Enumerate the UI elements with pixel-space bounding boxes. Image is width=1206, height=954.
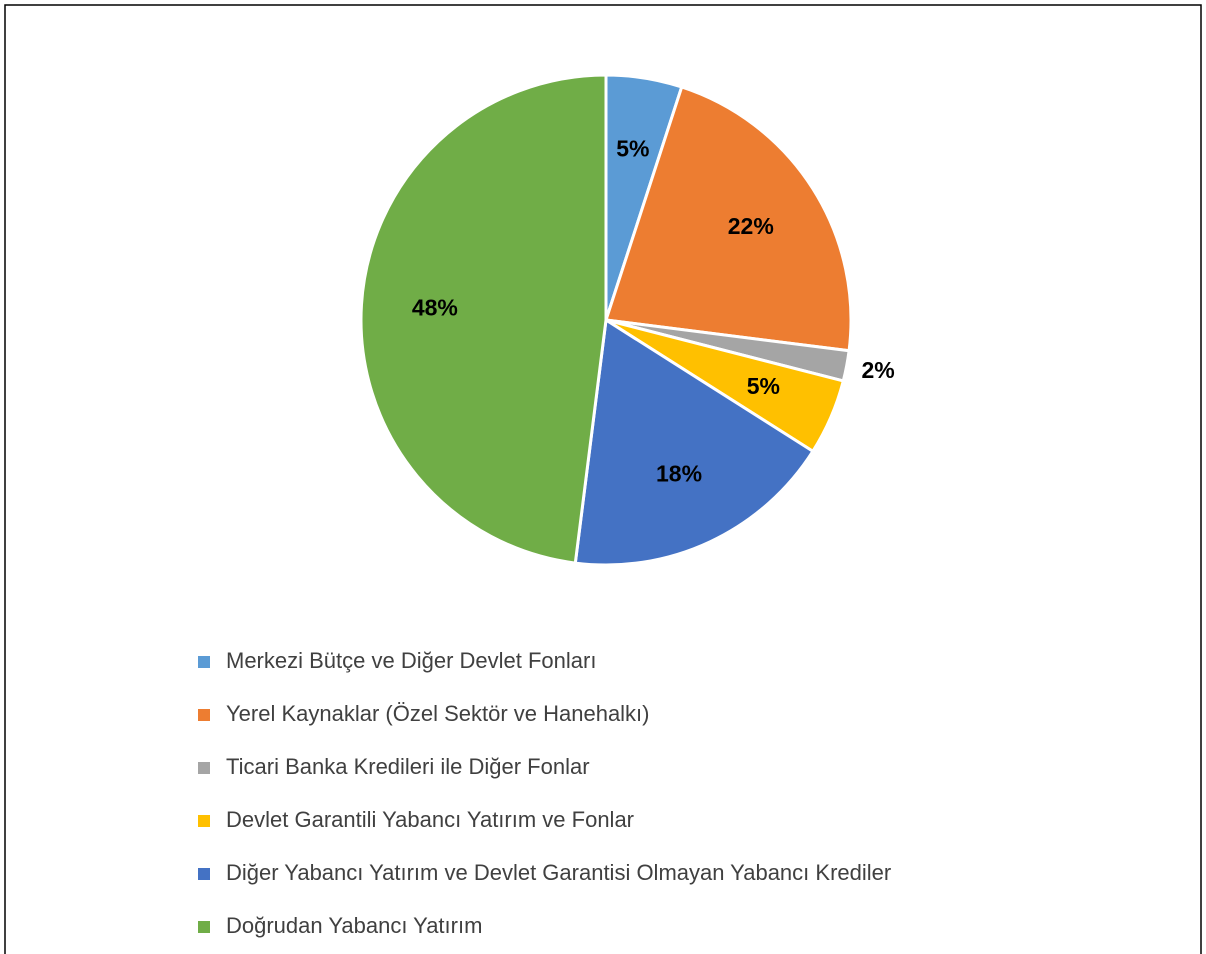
legend-swatch	[198, 921, 210, 933]
data-label: 48%	[412, 294, 458, 320]
data-label: 5%	[747, 373, 780, 399]
legend-label: Merkezi Bütçe ve Diğer Devlet Fonları	[226, 648, 596, 673]
legend-label: Diğer Yabancı Yatırım ve Devlet Garantis…	[226, 860, 891, 885]
legend-swatch	[198, 868, 210, 880]
legend-label: Doğrudan Yabancı Yatırım	[226, 913, 482, 938]
legend-swatch	[198, 762, 210, 774]
data-label: 2%	[861, 357, 894, 383]
legend-swatch	[198, 815, 210, 827]
pie-slice	[604, 85, 853, 353]
pie-slice	[359, 73, 608, 565]
legend-swatch	[198, 709, 210, 721]
frame	[4, 4, 1202, 954]
legend-label: Devlet Garantili Yabancı Yatırım ve Fonl…	[226, 807, 634, 832]
data-label: 18%	[656, 460, 702, 486]
legend-label: Ticari Banka Kredileri ile Diğer Fonlar	[226, 754, 590, 779]
data-label: 5%	[616, 136, 649, 162]
legend-swatch	[198, 656, 210, 668]
legend-label: Yerel Kaynaklar (Özel Sektör ve Hanehalk…	[226, 701, 650, 726]
pie-slice	[573, 317, 815, 567]
data-label: 22%	[728, 213, 774, 239]
